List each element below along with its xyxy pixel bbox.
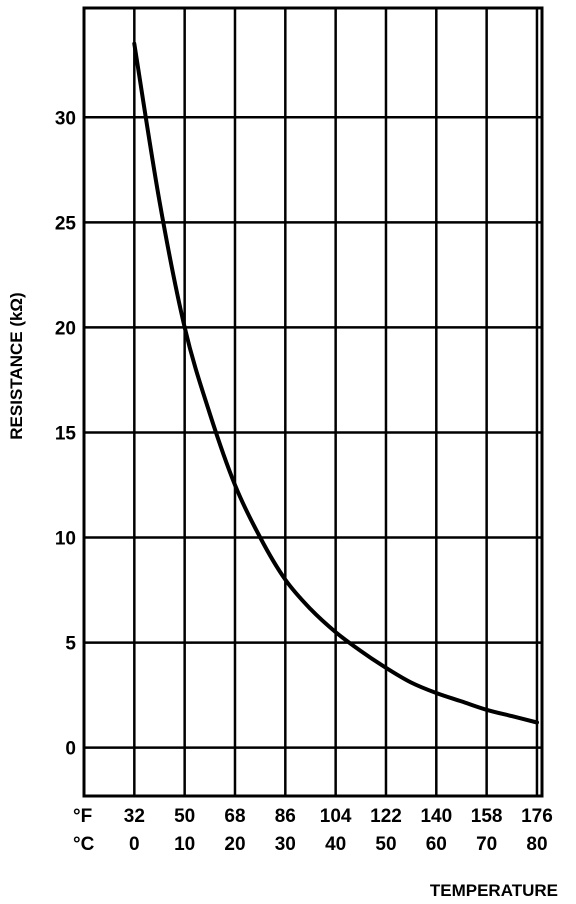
y-tick-label: 15 — [55, 423, 77, 444]
y-tick-label: 5 — [65, 634, 76, 655]
fahrenheit-unit-label: °F — [73, 806, 92, 827]
x-tick-label-c: 10 — [174, 834, 195, 855]
x-tick-label-f: 68 — [224, 806, 245, 827]
celsius-unit-label: °C — [73, 834, 95, 855]
y-tick-labels: 0 5 10 15 20 25 30 — [55, 108, 77, 759]
x-tick-label-f: 122 — [370, 806, 402, 827]
x-tick-label-f: 86 — [275, 806, 296, 827]
y-tick-label: 25 — [55, 213, 77, 234]
x-tick-labels-celsius: 0 10 20 30 40 50 60 70 80 — [129, 834, 547, 855]
x-tick-label-c: 30 — [275, 834, 296, 855]
x-tick-label-f: 140 — [420, 806, 452, 827]
x-tick-label-c: 20 — [224, 834, 245, 855]
x-tick-label-c: 0 — [129, 834, 140, 855]
x-tick-label-f: 104 — [320, 806, 352, 827]
plot-frame — [82, 6, 544, 798]
horizontal-gridlines — [84, 116, 542, 749]
x-tick-label-c: 70 — [476, 834, 497, 855]
y-tick-label: 10 — [55, 529, 76, 550]
vertical-gridlines — [133, 8, 539, 796]
x-tick-label-c: 50 — [375, 834, 396, 855]
x-tick-labels-fahrenheit: 32 50 68 86 104 122 140 158 176 — [124, 806, 553, 827]
x-tick-label-c: 60 — [426, 834, 447, 855]
y-axis-title: RESISTANCE (kΩ) — [7, 292, 26, 439]
y-tick-label: 20 — [55, 318, 76, 339]
x-tick-label-f: 158 — [471, 806, 503, 827]
x-tick-label-c: 80 — [526, 834, 547, 855]
resistance-curve — [132, 41, 539, 725]
x-axis-title: TEMPERATURE — [430, 881, 558, 900]
x-tick-label-f: 176 — [521, 806, 553, 827]
y-tick-label: 30 — [55, 108, 76, 129]
x-tick-label-f: 50 — [174, 806, 195, 827]
x-tick-label-f: 32 — [124, 806, 145, 827]
x-tick-label-c: 40 — [325, 834, 346, 855]
y-tick-label: 0 — [65, 739, 76, 760]
